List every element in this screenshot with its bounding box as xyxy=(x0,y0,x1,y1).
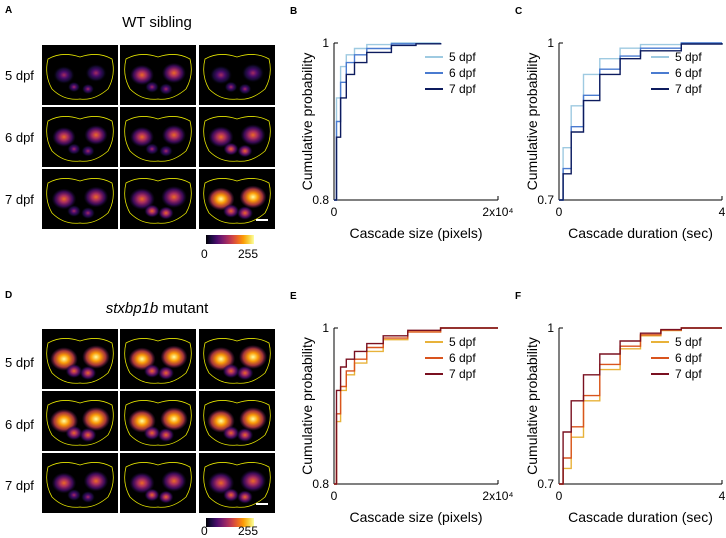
x-axis-label-c: Cascade duration (sec) xyxy=(568,225,713,241)
series-line-e-2 xyxy=(334,327,498,485)
legend-label-f-2: 7 dpf xyxy=(675,367,702,381)
panel-d-title-rest: mutant xyxy=(158,300,209,317)
brain-image-r3-c1 xyxy=(42,169,118,229)
x-tick-label-b-0: 0 xyxy=(331,205,338,219)
colorbar-d-max: 255 xyxy=(238,524,259,538)
row-label-d-5dpf: 5 dpf xyxy=(5,355,34,370)
panel-letter-e: E xyxy=(290,291,297,302)
brain-image-r2-c2 xyxy=(120,107,196,167)
brain-image-r1-c1 xyxy=(42,329,118,389)
panel-d-title: stxbp1b mutant xyxy=(42,300,272,317)
y-axis-label-e: Cumulative probability xyxy=(299,337,315,475)
brain-image-r2-c1 xyxy=(42,107,118,167)
x-tick-label-f-1: 4 xyxy=(719,489,726,503)
legend-label-b-1: 6 dpf xyxy=(449,66,476,80)
brain-image-r1-c3 xyxy=(199,329,275,389)
brain-image-r1-c3 xyxy=(199,45,275,105)
brain-image-r2-c3 xyxy=(199,391,275,451)
y-tick-label-c-0: 0.7 xyxy=(537,193,554,207)
legend-label-e-2: 7 dpf xyxy=(449,367,476,381)
brain-image-r2-c3 xyxy=(199,107,275,167)
y-axis-label-f: Cumulative probability xyxy=(524,337,540,475)
series-line-f-0 xyxy=(559,327,722,485)
brain-image-r1-c2 xyxy=(120,329,196,389)
legend-label-b-0: 5 dpf xyxy=(449,50,476,64)
y-tick-label-b-0: 0.8 xyxy=(312,193,329,207)
brain-image-r3-c2 xyxy=(120,169,196,229)
series-line-e-0 xyxy=(334,327,498,485)
legend-label-b-2: 7 dpf xyxy=(449,82,476,96)
legend-label-e-1: 6 dpf xyxy=(449,351,476,365)
brain-image-r3-c1 xyxy=(42,453,118,513)
brain-image-r3-c2 xyxy=(120,453,196,513)
x-tick-label-e-1: 2x10⁴ xyxy=(482,489,513,503)
colorbar-a-max: 255 xyxy=(238,247,259,261)
brain-image-r2-c2 xyxy=(120,391,196,451)
colorbar-d-min: 0 xyxy=(201,524,208,538)
scale-bar xyxy=(256,219,268,221)
x-tick-label-e-0: 0 xyxy=(331,489,338,503)
colorbar-d xyxy=(206,518,254,527)
series-line-c-2 xyxy=(559,43,723,201)
panel-d-title-gene: stxbp1b xyxy=(105,300,159,317)
y-tick-label-c-1: 1 xyxy=(547,36,554,50)
y-axis-label-c: Cumulative probability xyxy=(524,53,540,191)
x-axis-label-f: Cascade duration (sec) xyxy=(568,509,713,525)
row-label-d-6dpf: 6 dpf xyxy=(5,417,34,432)
panel-letter-b: B xyxy=(290,6,297,17)
series-line-f-2 xyxy=(559,327,722,485)
brain-image-r1-c1 xyxy=(42,45,118,105)
legend-label-c-1: 6 dpf xyxy=(675,66,702,80)
legend-label-c-0: 5 dpf xyxy=(675,50,702,64)
x-tick-label-b-1: 2x10⁴ xyxy=(482,205,513,219)
brain-image-r2-c1 xyxy=(42,391,118,451)
y-tick-label-e-1: 1 xyxy=(322,321,329,335)
colorbar-a-min: 0 xyxy=(201,247,208,261)
x-axis-label-e: Cascade size (pixels) xyxy=(349,509,482,525)
x-tick-label-f-0: 0 xyxy=(556,489,563,503)
y-tick-label-f-1: 1 xyxy=(547,321,554,335)
legend-label-f-0: 5 dpf xyxy=(675,335,702,349)
x-axis-label-b: Cascade size (pixels) xyxy=(349,225,482,241)
scale-bar xyxy=(256,503,268,505)
y-axis-label-b: Cumulative probability xyxy=(299,53,315,191)
series-line-b-1 xyxy=(334,43,442,201)
brain-image-r1-c2 xyxy=(120,45,196,105)
panel-letter-c: C xyxy=(515,6,522,17)
colorbar-a xyxy=(206,235,254,244)
row-label-d-7dpf: 7 dpf xyxy=(5,478,34,493)
x-tick-label-c-0: 0 xyxy=(556,205,563,219)
series-line-b-2 xyxy=(334,43,442,201)
y-tick-label-e-0: 0.8 xyxy=(312,477,329,491)
series-line-b-0 xyxy=(334,42,441,201)
series-line-c-0 xyxy=(559,42,722,201)
row-label-a-6dpf: 6 dpf xyxy=(5,130,34,145)
legend-label-c-2: 7 dpf xyxy=(675,82,702,96)
panel-letter-f: F xyxy=(515,291,521,302)
panel-letter-d: D xyxy=(5,290,13,301)
row-label-a-7dpf: 7 dpf xyxy=(5,192,34,207)
x-tick-label-c-1: 4 xyxy=(719,205,726,219)
series-line-c-1 xyxy=(559,42,722,201)
legend-label-e-0: 5 dpf xyxy=(449,335,476,349)
legend-label-f-1: 6 dpf xyxy=(675,351,702,365)
series-line-f-1 xyxy=(559,327,722,485)
series-line-e-1 xyxy=(334,327,498,485)
y-tick-label-f-0: 0.7 xyxy=(537,477,554,491)
panel-a-title: WT sibling xyxy=(122,14,192,31)
panel-letter-a: A xyxy=(5,5,13,16)
y-tick-label-b-1: 1 xyxy=(322,36,329,50)
row-label-a-5dpf: 5 dpf xyxy=(5,68,34,83)
